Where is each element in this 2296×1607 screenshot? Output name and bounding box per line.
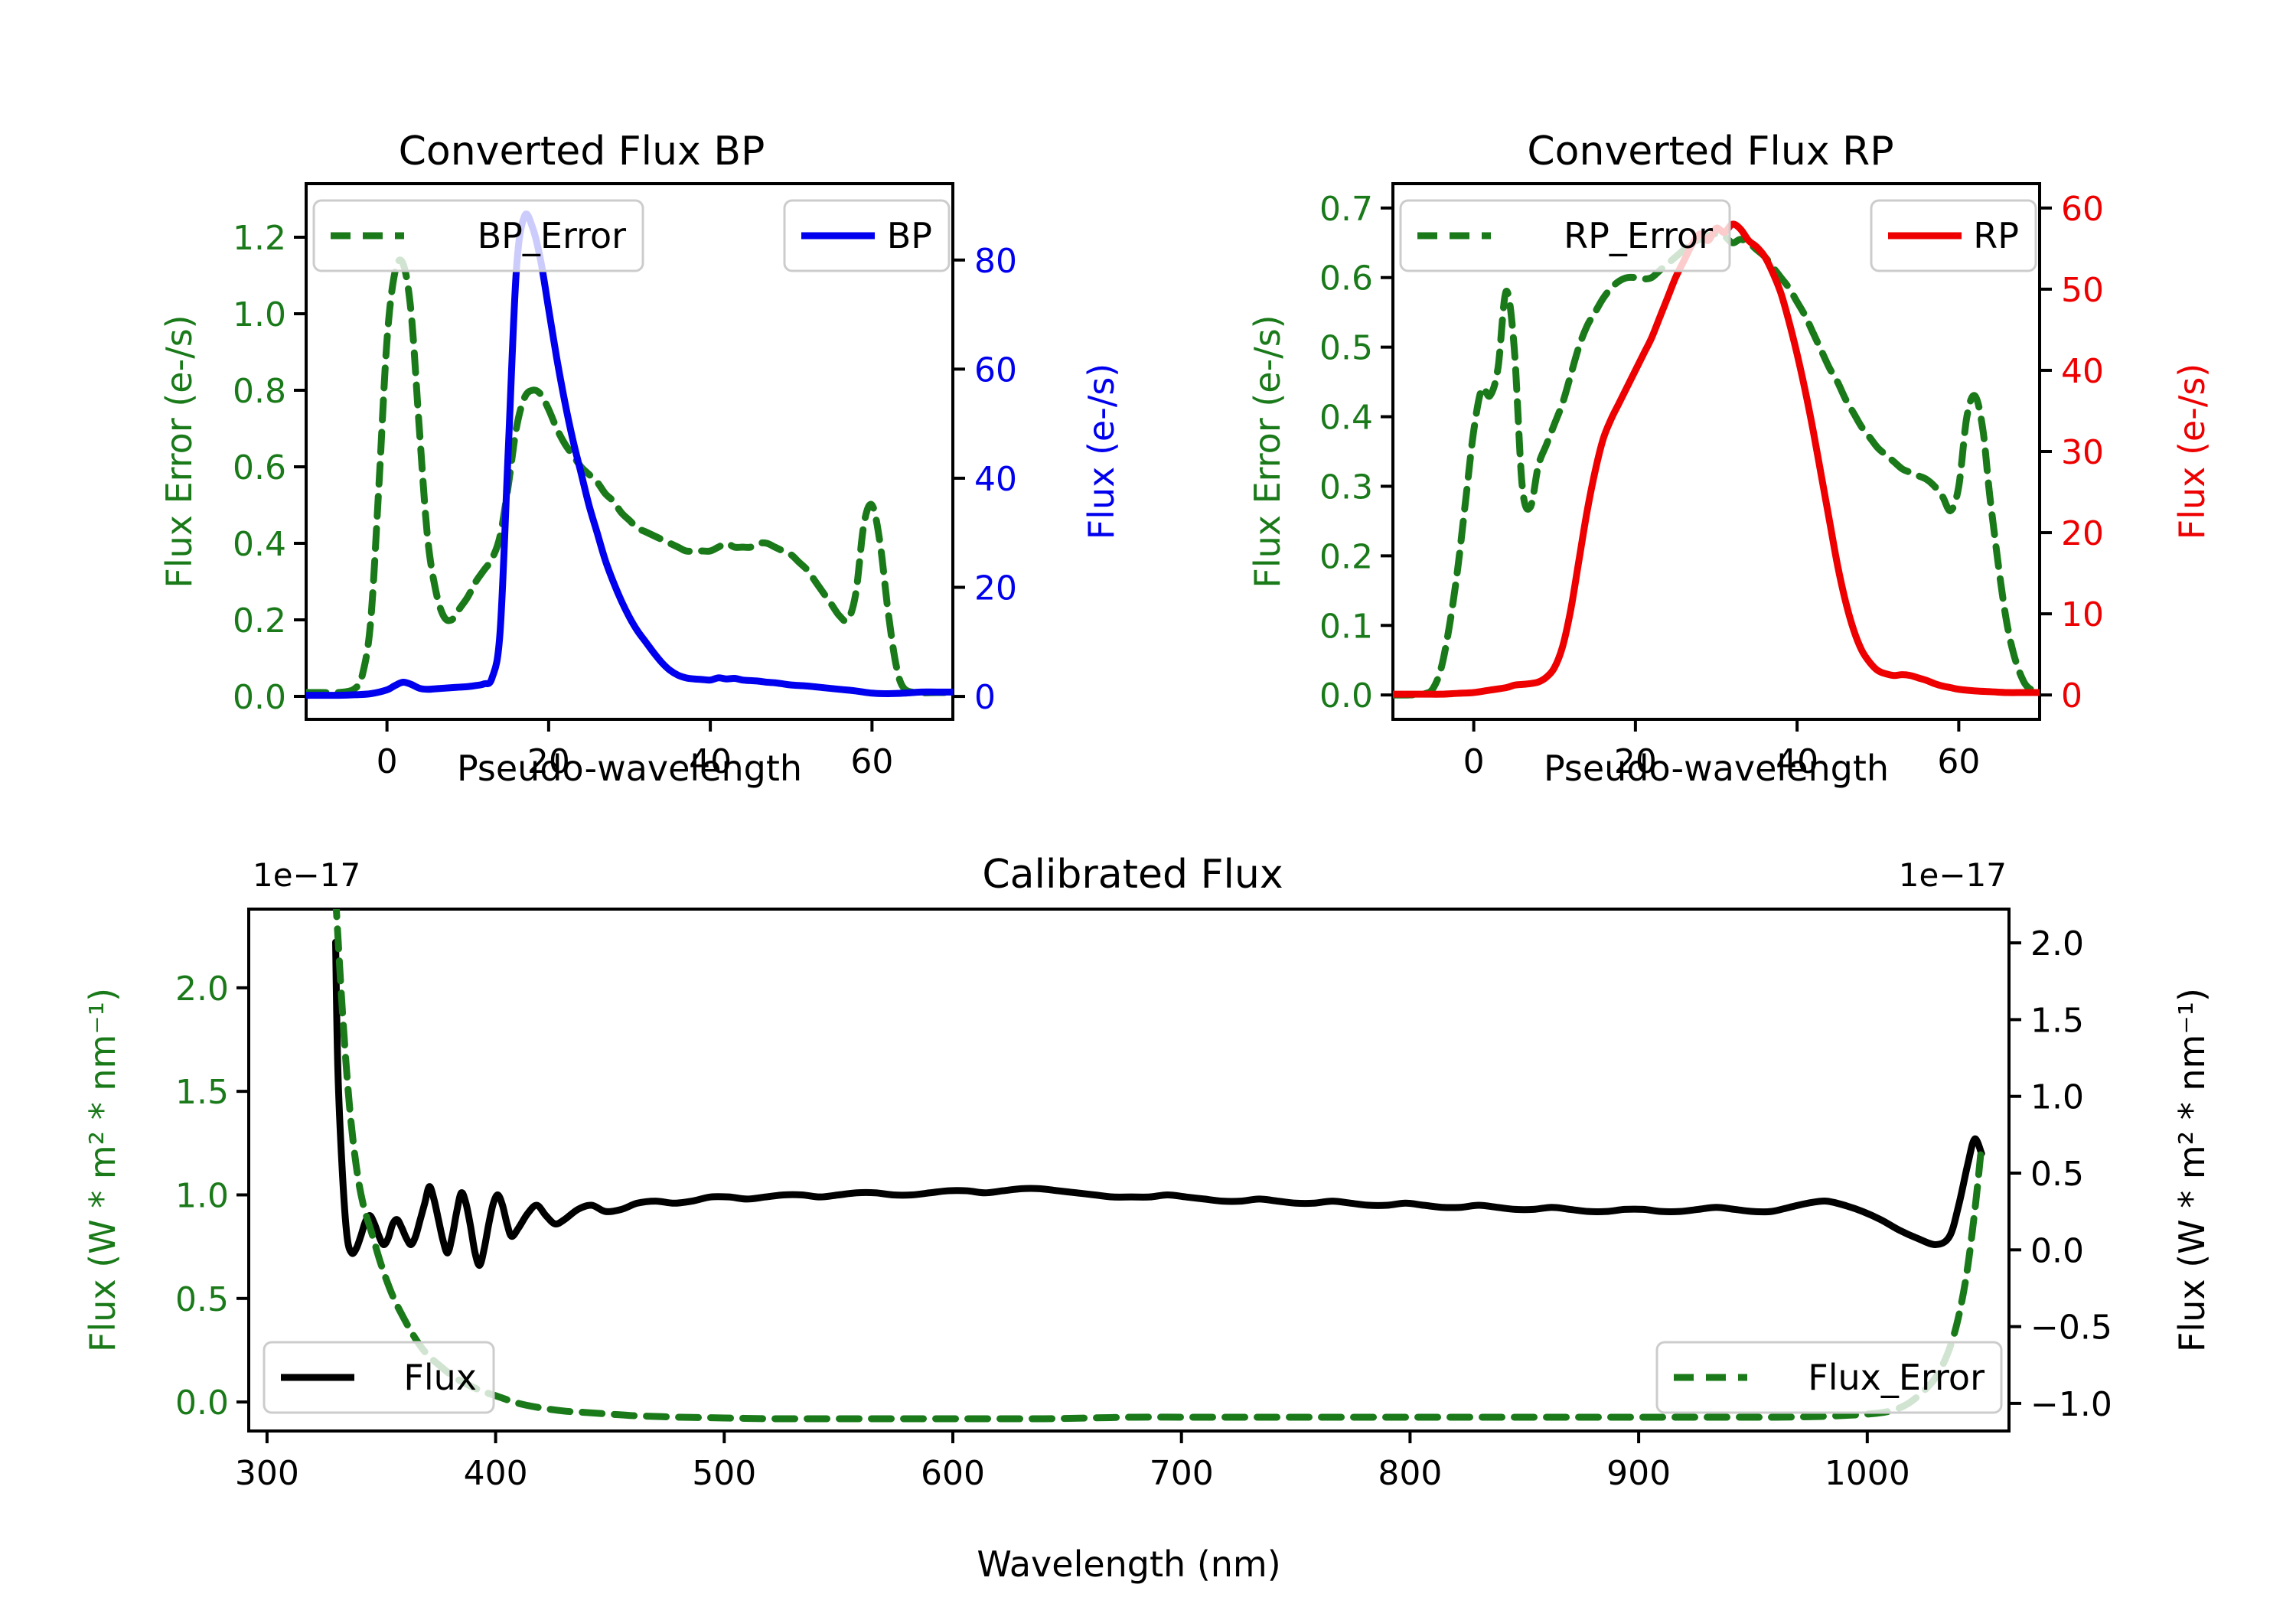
y-tick-label-right: 0 bbox=[2061, 676, 2082, 715]
series-flux bbox=[332, 938, 1985, 1269]
y-axis-label-left: Flux (W * m² * nm⁻¹) bbox=[82, 988, 123, 1352]
y-tick-label-right: 80 bbox=[974, 242, 1017, 281]
x-tick-label: 60 bbox=[850, 742, 893, 781]
y-tick-label-left: 0.0 bbox=[175, 1384, 229, 1423]
y-axis-label-left: Flux Error (e-/s) bbox=[1247, 315, 1288, 588]
y-axis-offset-left: 1e−17 bbox=[253, 856, 360, 894]
y-tick-label-left: 0.0 bbox=[233, 678, 286, 717]
series-rp bbox=[1393, 220, 2040, 698]
x-tick-label: 20 bbox=[527, 742, 570, 781]
y-tick-label-right: 20 bbox=[974, 569, 1017, 608]
x-tick-label: 400 bbox=[464, 1454, 528, 1493]
x-tick-label: 700 bbox=[1150, 1454, 1214, 1493]
y-tick-label-left: 0.0 bbox=[1319, 676, 1373, 715]
y-tick-label-right: 0.0 bbox=[2030, 1231, 2084, 1270]
legend-label: BP bbox=[887, 215, 932, 256]
y-tick-label-left: 0.6 bbox=[233, 448, 286, 487]
x-tick-label: 800 bbox=[1378, 1454, 1442, 1493]
y-tick-label-right: 40 bbox=[2061, 352, 2104, 391]
y-tick-label-left: 1.0 bbox=[233, 295, 286, 334]
legend-label: BP_Error bbox=[478, 215, 627, 256]
legend-label: Flux_Error bbox=[1808, 1357, 1985, 1398]
legend-flux[interactable]: Flux bbox=[263, 1341, 495, 1414]
y-tick-label-left: 0.6 bbox=[1319, 259, 1373, 298]
y-tick-label-right: 50 bbox=[2061, 271, 2104, 310]
y-tick-label-left: 2.0 bbox=[175, 970, 229, 1009]
y-tick-label-left: 0.2 bbox=[233, 601, 286, 641]
y-tick-label-right: 1.0 bbox=[2030, 1078, 2084, 1117]
y-tick-label-right: 0 bbox=[974, 678, 996, 717]
legend-rp_error[interactable]: RP_Error bbox=[1399, 199, 1731, 272]
y-axis-label-right: Flux (e-/s) bbox=[1081, 363, 1122, 540]
y-tick-label-right: −0.5 bbox=[2030, 1309, 2112, 1348]
y-tick-label-left: 0.5 bbox=[1319, 329, 1373, 368]
x-tick-label: 500 bbox=[692, 1454, 756, 1493]
y-tick-label-left: 0.1 bbox=[1319, 607, 1373, 646]
x-axis-label: Wavelength (nm) bbox=[977, 1543, 1280, 1585]
series-bp bbox=[306, 210, 953, 699]
y-tick-label-right: 30 bbox=[2061, 433, 2104, 472]
y-tick-label-right: 40 bbox=[974, 460, 1017, 499]
y-tick-label-left: 0.2 bbox=[1319, 537, 1373, 576]
x-tick-label: 20 bbox=[1614, 742, 1657, 781]
y-tick-label-right: −1.0 bbox=[2030, 1385, 2112, 1424]
y-tick-label-right: 10 bbox=[2061, 595, 2104, 634]
y-tick-label-left: 1.5 bbox=[175, 1073, 229, 1112]
x-tick-label: 60 bbox=[1937, 742, 1980, 781]
panel-calibrated-flux: Calibrated Flux 0.0 0.5 1.0 1.5 2.0 −1.0 −0.5 0… bbox=[82, 852, 2213, 1585]
y-tick-label-left: 1.2 bbox=[233, 219, 286, 258]
series-bp_error bbox=[306, 256, 953, 696]
y-axis-label-left: Flux Error (e-/s) bbox=[158, 315, 200, 588]
panel-converted-flux-rp: Converted Flux RP 0.0 0.1 0.2 0.3 0.4 0.5 0.6 0… bbox=[1247, 129, 2213, 789]
legend-label: Flux bbox=[403, 1357, 477, 1398]
y-tick-label-left: 0.5 bbox=[175, 1280, 229, 1319]
legend-label: RP bbox=[1973, 215, 2019, 256]
y-tick-label-left: 0.4 bbox=[233, 525, 286, 564]
bp-panel-title: Converted Flux BP bbox=[399, 129, 765, 174]
y-axis-offset-right: 1e−17 bbox=[1899, 856, 2007, 894]
rp-panel-title: Converted Flux RP bbox=[1527, 129, 1893, 174]
y-tick-label-left: 0.7 bbox=[1319, 190, 1373, 229]
x-tick-label: 1000 bbox=[1825, 1454, 1910, 1493]
y-tick-label-left: 0.4 bbox=[1319, 399, 1373, 438]
y-tick-label-right: 0.5 bbox=[2030, 1155, 2084, 1194]
y-axis-label-right: Flux (W * m² * nm⁻¹) bbox=[2171, 988, 2213, 1352]
x-axis-label: Pseudo-wavelength bbox=[457, 748, 802, 789]
x-tick-label: 0 bbox=[1463, 742, 1485, 781]
legend-bp[interactable]: BP bbox=[783, 199, 951, 272]
series-rp_error bbox=[1393, 230, 2040, 699]
x-tick-label: 40 bbox=[689, 742, 732, 781]
y-tick-label-right: 60 bbox=[2061, 190, 2104, 229]
x-tick-label: 900 bbox=[1606, 1454, 1671, 1493]
legend-flux_error[interactable]: Flux_Error bbox=[1655, 1341, 2003, 1414]
x-tick-label: 300 bbox=[235, 1454, 299, 1493]
legend-bp_error[interactable]: BP_Error bbox=[312, 199, 644, 272]
x-tick-label: 40 bbox=[1776, 742, 1818, 781]
y-tick-label-right: 1.5 bbox=[2030, 1001, 2084, 1040]
x-axis-label: Pseudo-wavelength bbox=[1544, 748, 1889, 789]
y-tick-label-right: 2.0 bbox=[2030, 924, 2084, 963]
x-tick-label: 0 bbox=[377, 742, 398, 781]
y-tick-label-left: 0.8 bbox=[233, 372, 286, 411]
calibrated-panel-title: Calibrated Flux bbox=[982, 852, 1283, 898]
panel-converted-flux-bp: Converted Flux BP 0.0 0.2 0.4 0.6 0.8 1.0 1.2 0… bbox=[158, 129, 1122, 789]
y-axis-label-right: Flux (e-/s) bbox=[2171, 363, 2213, 540]
y-tick-label-right: 20 bbox=[2061, 514, 2104, 553]
series-flux_error bbox=[332, 909, 1985, 1423]
legend-rp[interactable]: RP bbox=[1870, 199, 2037, 272]
legend-label: RP_Error bbox=[1564, 215, 1713, 256]
y-tick-label-left: 1.0 bbox=[175, 1176, 229, 1215]
y-tick-label-left: 0.3 bbox=[1319, 468, 1373, 507]
y-tick-label-right: 60 bbox=[974, 350, 1017, 390]
x-tick-label: 600 bbox=[921, 1454, 985, 1493]
